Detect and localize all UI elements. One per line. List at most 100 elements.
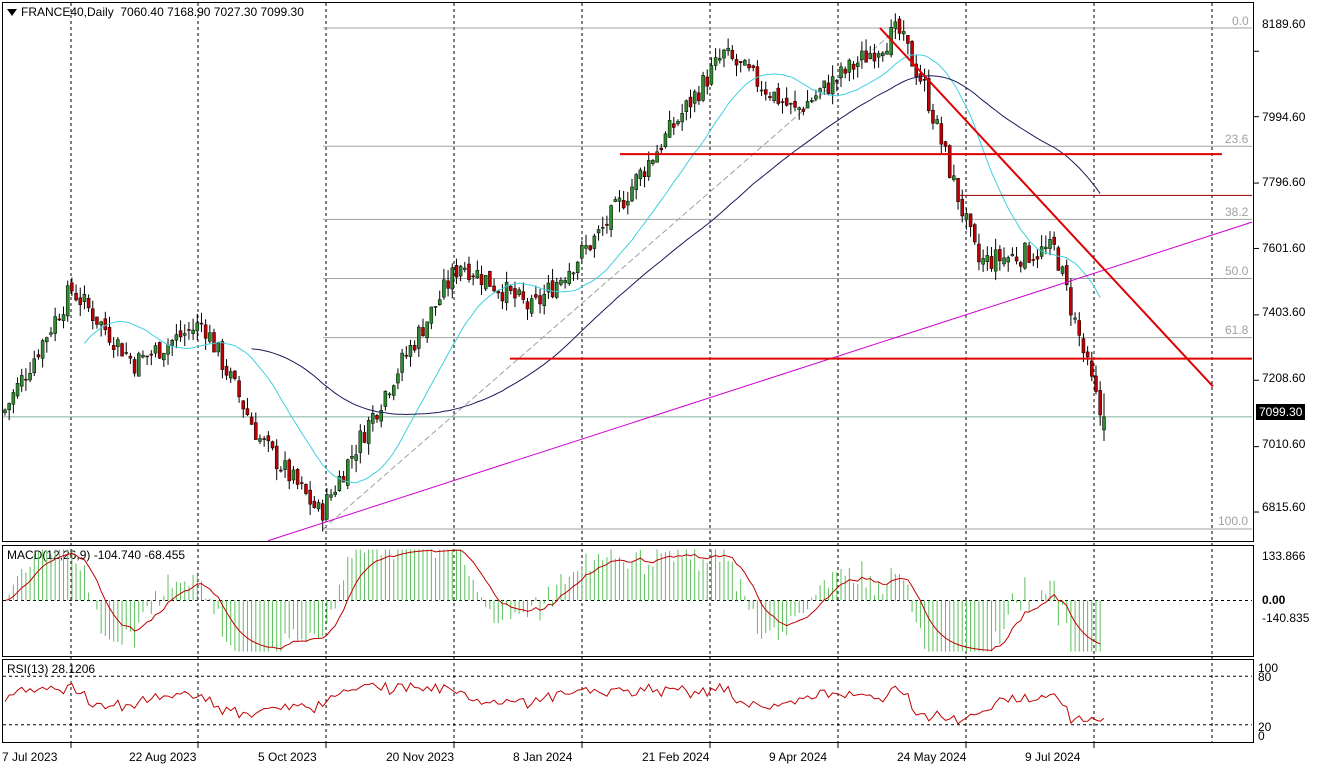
bear-candle	[989, 256, 994, 269]
bear-candle	[70, 282, 74, 292]
bear-candle	[734, 59, 739, 66]
bear-candle	[36, 354, 41, 358]
bear-candle	[274, 445, 279, 470]
date-tick-label: 24 May 2024	[897, 750, 967, 764]
bull-candle	[433, 306, 438, 308]
bear-candle	[738, 61, 743, 63]
ohlc-values: 7060.40 7168.90 7027.30 7099.30	[120, 5, 304, 19]
bear-candle	[312, 500, 317, 508]
bull-candle	[814, 95, 818, 100]
bear-candle	[956, 177, 960, 203]
last-candle	[1102, 416, 1106, 431]
bull-candle	[985, 255, 990, 263]
bear-candle	[91, 308, 95, 321]
bull-candle	[713, 57, 718, 66]
bull-candle	[1002, 257, 1006, 265]
bear-candle	[1081, 338, 1086, 354]
bear-candle	[1085, 351, 1090, 358]
bear-candle	[107, 327, 112, 343]
price-tick-label: 7010.60	[1262, 437, 1306, 451]
bear-candle	[1052, 236, 1056, 245]
rsi-pane[interactable]: RSI(13) 28.1206	[2, 659, 1254, 743]
bull-candle	[646, 160, 651, 177]
bull-candle	[726, 47, 730, 52]
bear-candle	[826, 82, 831, 95]
date-tick-label: 22 Aug 2023	[129, 750, 197, 764]
bull-candle	[49, 332, 53, 335]
bear-candle	[446, 280, 450, 289]
bear-candle	[249, 416, 254, 425]
bull-candle	[743, 60, 747, 66]
bear-candle	[730, 49, 735, 59]
bull-candle	[555, 281, 559, 298]
bull-candle	[655, 151, 659, 163]
fast-moving-average-line	[84, 54, 1101, 484]
bull-candle	[575, 261, 580, 273]
bear-candle	[705, 76, 709, 87]
bear-candle	[128, 355, 133, 359]
bull-candle	[1060, 266, 1065, 274]
bear-candle	[918, 73, 923, 82]
bull-candle	[868, 53, 873, 59]
bear-candle	[203, 324, 208, 339]
price-tick-label: 7796.60	[1262, 175, 1306, 189]
bear-candle	[843, 68, 847, 74]
macd-axis-label: -140.835	[1262, 611, 1310, 625]
rising-trendline	[267, 221, 1253, 542]
bear-candle	[973, 224, 977, 243]
bear-candle	[793, 101, 797, 108]
bull-candle	[559, 279, 563, 285]
bull-candle	[630, 186, 634, 202]
bear-candle	[906, 35, 910, 44]
bear-candle	[341, 476, 346, 483]
bear-candle	[688, 96, 693, 108]
collapse-triangle-icon[interactable]	[7, 9, 17, 17]
bull-candle	[542, 293, 546, 306]
bear-candle	[178, 330, 183, 338]
bull-candle	[809, 100, 814, 102]
bear-candle	[500, 292, 505, 302]
bull-candle	[822, 80, 827, 88]
bull-candle	[450, 267, 455, 290]
date-tick-label: 20 Nov 2023	[386, 750, 455, 764]
bull-candle	[358, 430, 363, 453]
bull-candle	[32, 358, 37, 374]
bull-candle	[166, 344, 170, 355]
bear-candle	[943, 141, 948, 147]
bull-candle	[28, 372, 32, 381]
bear-candle	[212, 332, 216, 353]
bear-candle	[224, 365, 229, 376]
bear-candle	[237, 380, 241, 398]
price-chart-pane[interactable]: FRANCE40,Daily 7060.40 7168.90 7027.30 7…	[2, 2, 1254, 542]
bear-candle	[145, 355, 149, 358]
falling-trendline	[879, 27, 1214, 388]
bull-candle	[366, 420, 371, 444]
bear-candle	[421, 327, 425, 337]
bull-candle	[805, 101, 810, 109]
bear-candle	[588, 245, 592, 251]
bull-candle	[709, 65, 714, 85]
bull-candle	[571, 272, 576, 275]
bull-candle	[626, 201, 630, 206]
bull-candle	[429, 306, 434, 324]
bull-candle	[116, 339, 120, 347]
bear-candle	[279, 469, 283, 472]
bull-candle	[964, 213, 969, 220]
bull-candle	[208, 332, 212, 342]
bear-candle	[897, 18, 902, 34]
bear-candle	[927, 78, 931, 112]
macd-pane[interactable]: MACD(12,26,9) -104.740 -68.455	[2, 545, 1254, 657]
bear-candle	[1094, 375, 1098, 392]
bull-candle	[291, 469, 296, 481]
bear-candle	[479, 274, 484, 286]
date-tick-label: 9 Apr 2024	[769, 750, 828, 764]
bear-candle	[780, 101, 785, 103]
bull-candle	[981, 258, 985, 265]
rsi-axis-label: 20	[1258, 720, 1272, 734]
bull-candle	[137, 353, 141, 377]
fib-label-0: 0.0	[1232, 14, 1249, 28]
bull-candle	[371, 412, 375, 424]
bull-candle	[329, 494, 333, 498]
bull-candle	[396, 373, 400, 384]
